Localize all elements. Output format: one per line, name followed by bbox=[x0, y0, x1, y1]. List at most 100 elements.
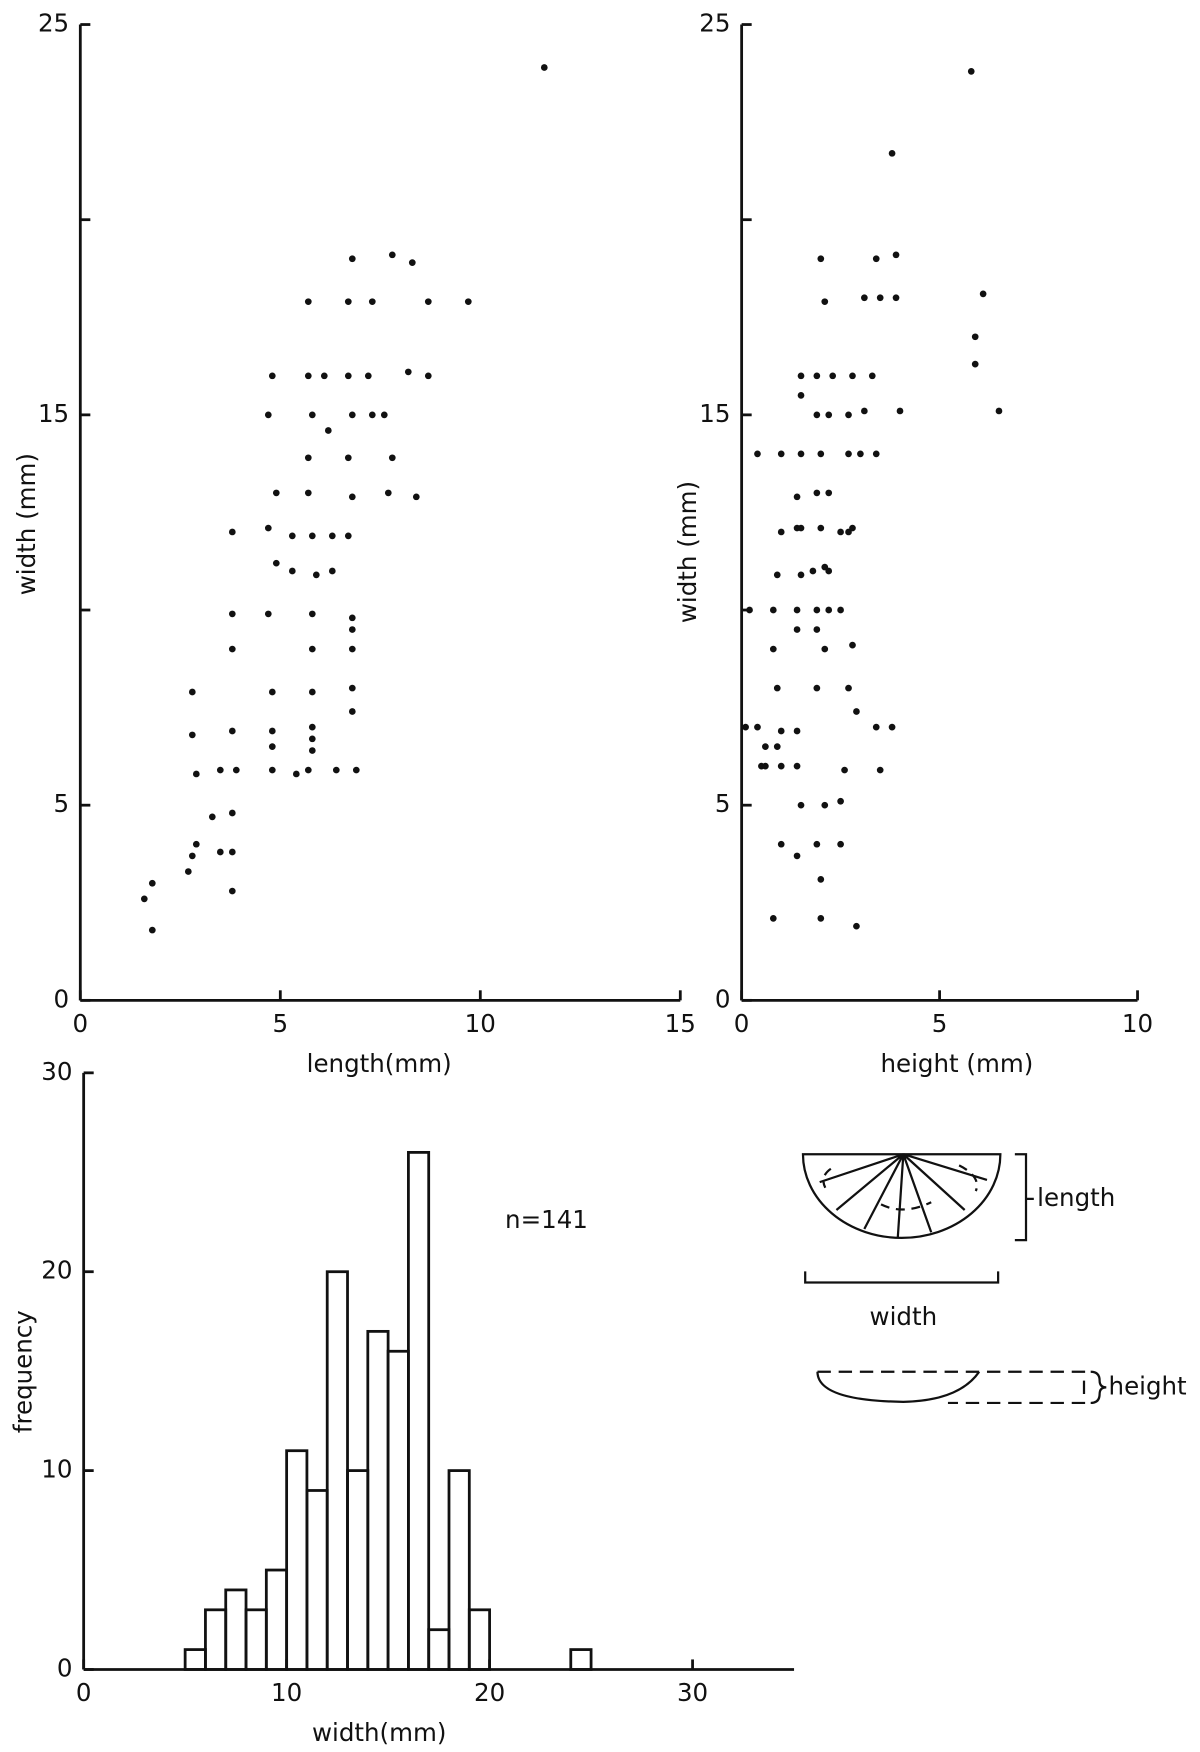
bar bbox=[427, 1628, 451, 1671]
point bbox=[268, 372, 276, 380]
point bbox=[348, 255, 356, 263]
point bbox=[380, 411, 388, 419]
point bbox=[228, 528, 236, 536]
point bbox=[777, 840, 785, 848]
height-brace bbox=[1090, 1370, 1107, 1405]
point bbox=[817, 255, 825, 263]
point bbox=[857, 450, 864, 458]
point bbox=[773, 684, 781, 692]
point bbox=[853, 708, 860, 715]
bar bbox=[224, 1588, 248, 1671]
bar bbox=[305, 1489, 329, 1671]
point bbox=[825, 606, 833, 614]
point bbox=[324, 427, 332, 434]
point bbox=[853, 922, 860, 930]
y-tick-label: 0 bbox=[54, 984, 70, 1013]
point bbox=[813, 684, 821, 692]
point bbox=[388, 454, 396, 462]
point bbox=[813, 372, 821, 380]
point bbox=[264, 411, 272, 419]
y-tick-label: 25 bbox=[699, 9, 730, 38]
point bbox=[424, 372, 432, 380]
bar bbox=[244, 1608, 268, 1671]
point bbox=[264, 610, 272, 618]
point bbox=[777, 727, 785, 735]
point bbox=[896, 407, 904, 415]
width-bracket bbox=[804, 1271, 1000, 1284]
point bbox=[352, 766, 360, 774]
point bbox=[817, 524, 825, 532]
point bbox=[408, 259, 416, 266]
bar bbox=[447, 1469, 471, 1671]
y-tick-label: 15 bbox=[38, 399, 69, 428]
point bbox=[797, 571, 805, 579]
point bbox=[304, 454, 312, 462]
x-tick-label: 20 bbox=[474, 1678, 505, 1707]
point bbox=[754, 450, 761, 458]
point bbox=[424, 298, 432, 306]
point bbox=[384, 489, 392, 497]
point bbox=[872, 723, 880, 731]
point bbox=[192, 840, 200, 848]
y-tick-label: 25 bbox=[38, 9, 69, 38]
x-axis-title: length(mm) bbox=[307, 1049, 452, 1078]
x-axis-title: width(mm) bbox=[312, 1718, 446, 1747]
point bbox=[188, 688, 196, 696]
point bbox=[348, 708, 356, 715]
point bbox=[825, 567, 833, 575]
point bbox=[228, 610, 236, 618]
side-view bbox=[816, 1371, 981, 1403]
point bbox=[308, 411, 316, 419]
point bbox=[825, 411, 833, 419]
point bbox=[849, 524, 856, 532]
y-tick-label: 30 bbox=[41, 1057, 72, 1086]
bar bbox=[569, 1648, 593, 1671]
point bbox=[813, 840, 821, 848]
point bbox=[837, 606, 844, 614]
y-axis-title: width (mm) bbox=[12, 453, 41, 595]
point bbox=[188, 731, 196, 739]
point bbox=[868, 372, 876, 380]
bar bbox=[204, 1608, 228, 1671]
point bbox=[845, 450, 852, 458]
point bbox=[216, 848, 224, 856]
bar bbox=[467, 1608, 491, 1671]
point bbox=[348, 493, 356, 501]
point bbox=[971, 333, 979, 341]
point bbox=[837, 797, 844, 805]
bar bbox=[407, 1150, 431, 1671]
bar bbox=[366, 1329, 390, 1671]
point bbox=[264, 524, 272, 532]
point bbox=[971, 360, 979, 368]
point bbox=[404, 368, 412, 376]
point bbox=[304, 298, 312, 306]
point bbox=[793, 493, 801, 501]
point bbox=[769, 915, 777, 922]
point bbox=[797, 391, 805, 399]
point bbox=[320, 372, 328, 380]
point bbox=[232, 766, 240, 774]
width-label: width bbox=[870, 1302, 938, 1331]
point bbox=[849, 641, 856, 649]
point bbox=[769, 645, 777, 653]
point bbox=[308, 610, 316, 618]
point bbox=[228, 809, 236, 817]
point bbox=[892, 294, 900, 302]
point bbox=[288, 567, 296, 575]
point bbox=[841, 766, 848, 774]
point bbox=[817, 915, 825, 922]
bar bbox=[285, 1449, 309, 1671]
point bbox=[861, 294, 868, 302]
point bbox=[272, 559, 280, 567]
point bbox=[344, 532, 352, 540]
point bbox=[813, 411, 821, 419]
point bbox=[464, 298, 472, 306]
point bbox=[746, 606, 753, 614]
point bbox=[813, 606, 821, 614]
point bbox=[995, 407, 1003, 415]
point bbox=[272, 489, 280, 497]
growth-lines bbox=[822, 1164, 978, 1211]
point bbox=[892, 251, 900, 259]
shape-diagram: length width height bbox=[801, 1153, 1188, 1405]
height-label: height bbox=[1109, 1371, 1188, 1400]
